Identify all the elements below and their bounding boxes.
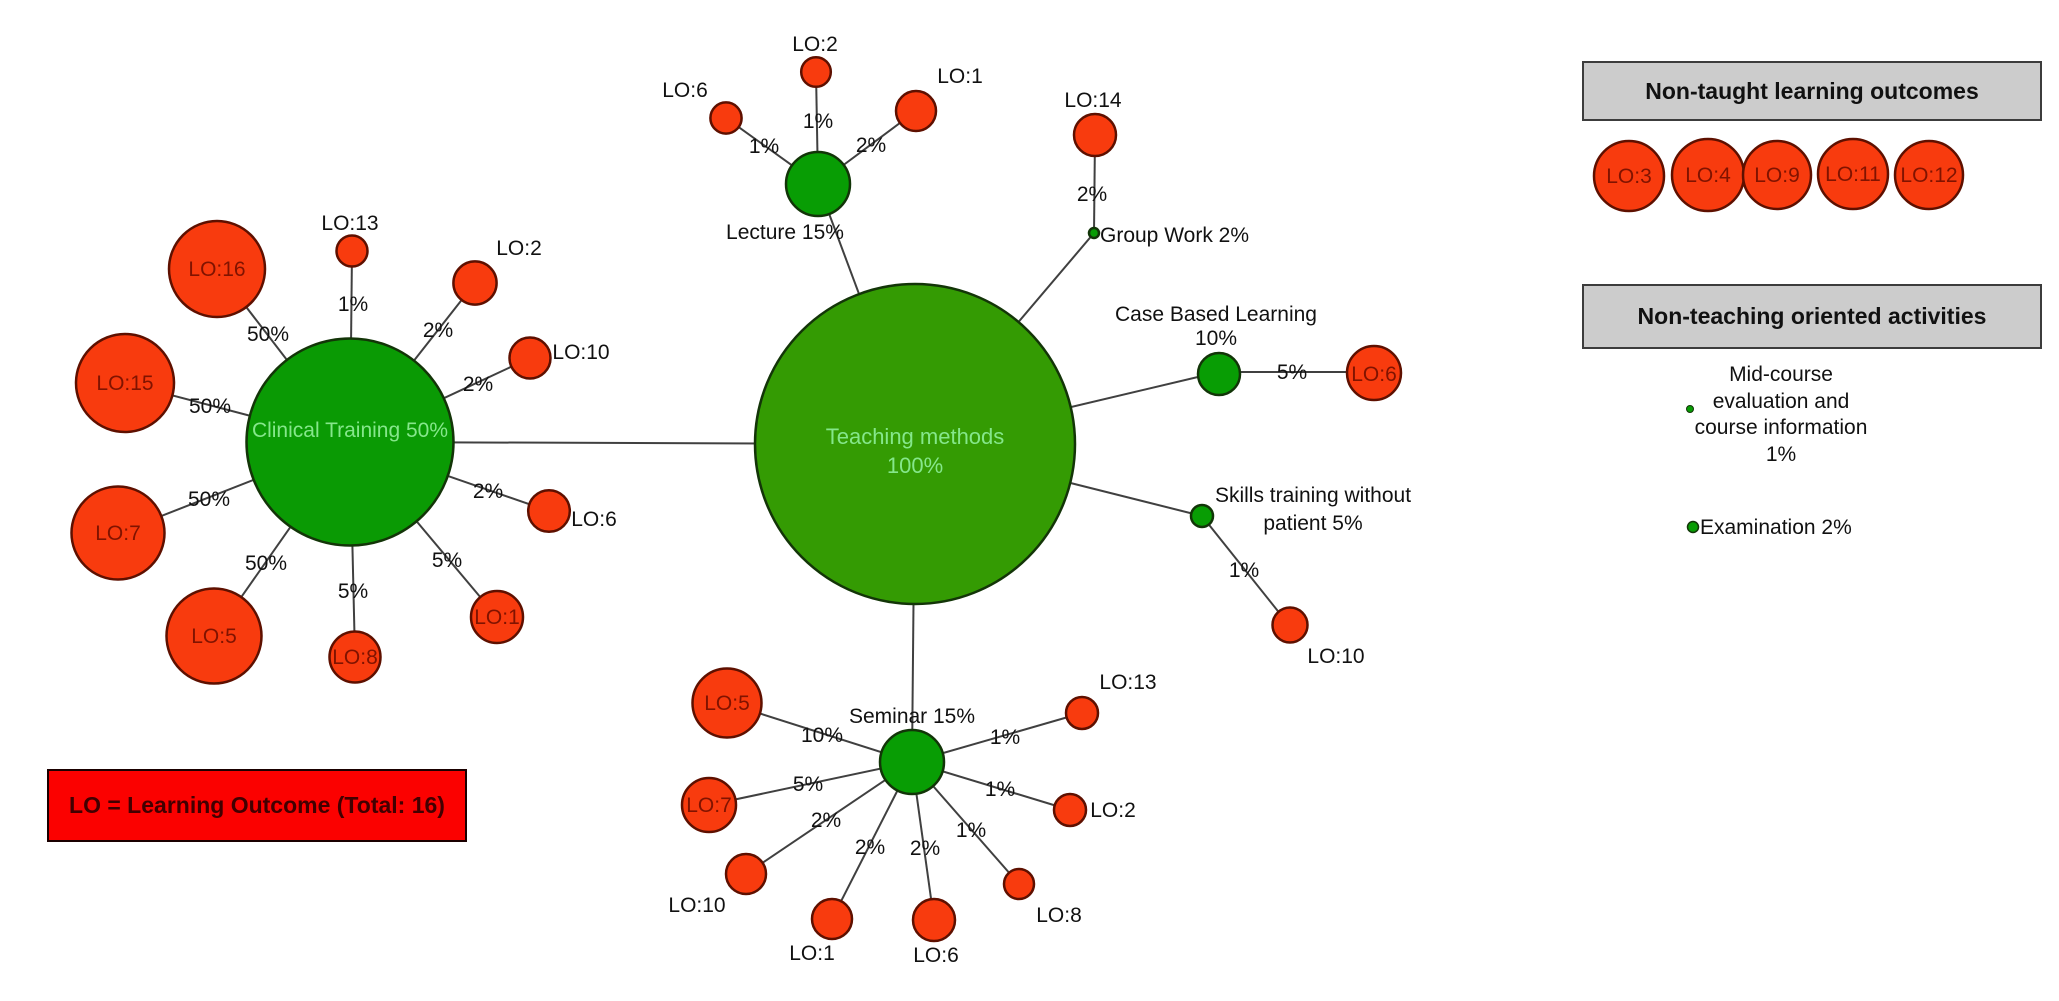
svg-text:LO:13: LO:13 [321,212,378,235]
svg-text:LO:8: LO:8 [1036,904,1082,927]
svg-text:2%: 2% [856,134,886,157]
svg-text:50%: 50% [188,488,230,511]
svg-text:LO:1: LO:1 [789,942,835,965]
svg-text:LO:4: LO:4 [1685,164,1731,187]
svg-text:2%: 2% [811,809,841,832]
svg-text:LO:6: LO:6 [662,79,708,102]
svg-text:LO:3: LO:3 [1606,165,1652,188]
svg-text:50%: 50% [189,395,231,418]
svg-text:10%: 10% [801,724,843,747]
svg-text:Case Based Learning: Case Based Learning [1115,303,1317,326]
svg-text:course information: course information [1695,416,1868,439]
svg-text:5%: 5% [1277,361,1307,384]
svg-text:LO:10: LO:10 [668,894,725,917]
svg-text:LO:2: LO:2 [496,237,542,260]
svg-text:1%: 1% [338,293,368,316]
svg-text:1%: 1% [1229,559,1259,582]
svg-text:Non-taught learning outcomes: Non-taught learning outcomes [1645,78,1979,104]
svg-text:LO:11: LO:11 [1825,163,1881,186]
svg-text:LO = Learning Outcome (Total:: LO = Learning Outcome (Total: 16) [69,792,445,818]
svg-text:1%: 1% [803,110,833,133]
svg-text:50%: 50% [245,552,287,575]
svg-text:LO:12: LO:12 [1900,164,1957,187]
svg-text:LO:8: LO:8 [332,646,378,669]
svg-text:LO:1: LO:1 [474,606,520,629]
svg-text:Non-teaching oriented activiti: Non-teaching oriented activities [1638,303,1987,329]
svg-text:1%: 1% [985,778,1015,801]
svg-text:LO:10: LO:10 [552,341,609,364]
svg-text:50%: 50% [247,323,289,346]
svg-text:evaluation and: evaluation and [1713,390,1850,413]
svg-text:LO:6: LO:6 [571,508,617,531]
svg-text:LO:9: LO:9 [1754,164,1800,187]
svg-text:5%: 5% [793,773,823,796]
svg-text:Examination 2%: Examination 2% [1700,516,1852,539]
svg-text:LO:15: LO:15 [96,372,153,395]
svg-text:LO:6: LO:6 [913,944,959,967]
svg-text:100%: 100% [887,453,943,478]
svg-text:Teaching methods: Teaching methods [826,424,1005,449]
svg-text:LO:1: LO:1 [937,65,983,88]
svg-text:2%: 2% [855,836,885,859]
svg-text:1%: 1% [1766,443,1796,466]
svg-text:Group Work 2%: Group Work 2% [1100,224,1249,247]
svg-text:Mid-course: Mid-course [1729,363,1833,386]
svg-text:10%: 10% [1195,327,1237,350]
svg-text:Skills training without: Skills training without [1215,484,1411,507]
svg-text:2%: 2% [473,480,503,503]
svg-text:2%: 2% [463,373,493,396]
svg-text:LO:14: LO:14 [1064,89,1122,112]
svg-text:1%: 1% [749,135,779,158]
svg-text:1%: 1% [990,726,1020,749]
svg-text:Clinical Training 50%: Clinical Training 50% [252,419,448,442]
svg-text:5%: 5% [338,580,368,603]
svg-text:5%: 5% [432,549,462,572]
svg-text:LO:7: LO:7 [686,794,732,817]
svg-text:patient 5%: patient 5% [1263,512,1362,535]
svg-text:Lecture 15%: Lecture 15% [726,221,844,244]
svg-text:LO:2: LO:2 [792,33,838,56]
svg-text:LO:6: LO:6 [1351,363,1397,386]
svg-text:LO:2: LO:2 [1090,799,1136,822]
svg-text:2%: 2% [423,319,453,342]
svg-text:LO:7: LO:7 [95,522,141,545]
svg-text:1%: 1% [956,819,986,842]
svg-text:LO:5: LO:5 [191,625,237,648]
svg-text:LO:16: LO:16 [188,258,245,281]
svg-text:2%: 2% [910,837,940,860]
svg-text:LO:10: LO:10 [1307,645,1364,668]
svg-text:2%: 2% [1077,183,1107,206]
svg-text:LO:13: LO:13 [1099,671,1156,694]
svg-text:Seminar 15%: Seminar 15% [849,705,975,728]
svg-text:LO:5: LO:5 [704,692,750,715]
